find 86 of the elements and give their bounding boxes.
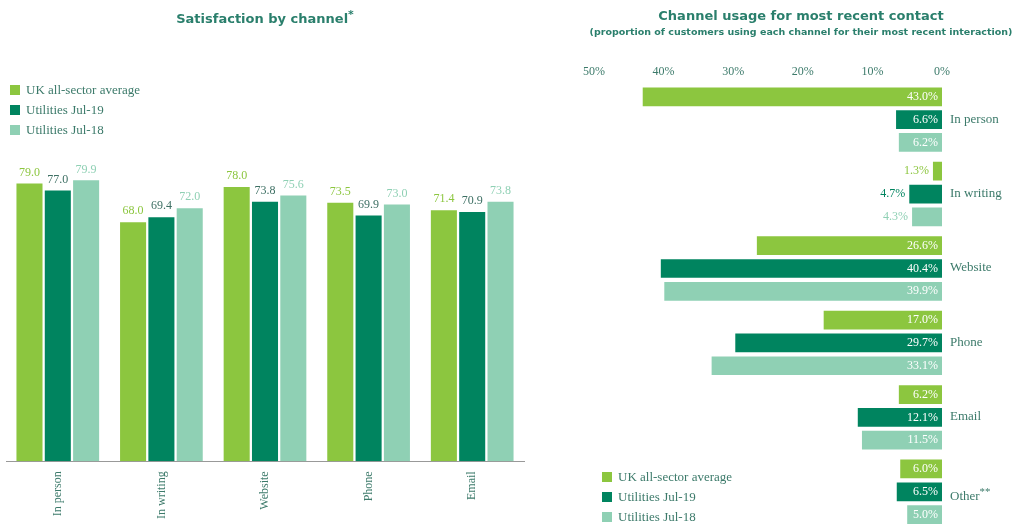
data-label: 6.2% xyxy=(913,134,938,149)
bar xyxy=(909,184,942,204)
bar xyxy=(861,430,942,450)
data-label: 68.0 xyxy=(122,203,144,218)
data-label: 5.0% xyxy=(913,506,938,521)
data-label: 79.9 xyxy=(75,161,97,176)
data-label: 40.4% xyxy=(907,260,938,275)
data-label: 73.0 xyxy=(386,185,408,200)
y-tick-label: Other$^{**}$ xyxy=(950,483,991,504)
bar xyxy=(327,202,354,462)
x-tick-label: Email xyxy=(464,470,479,501)
bar xyxy=(660,259,942,278)
chart-subtitle: (proportion of customers using each channel for their most recent interaction) xyxy=(588,26,1014,37)
legend-label: Utilities Jul-19 xyxy=(26,102,104,118)
data-label: 12.1% xyxy=(907,409,938,424)
bar xyxy=(44,190,71,462)
bar xyxy=(912,207,942,227)
y-tick-label: Email xyxy=(950,408,982,424)
data-label: 79.0 xyxy=(18,164,40,179)
data-label: 6.0% xyxy=(913,461,938,476)
x-tick-label: Website xyxy=(257,471,272,510)
data-label: 4.3% xyxy=(883,209,909,224)
data-label: 73.8 xyxy=(490,182,512,197)
data-label: 69.9 xyxy=(358,196,380,211)
bar xyxy=(73,180,100,462)
y-tick-label: Website xyxy=(950,259,992,275)
bar xyxy=(223,187,250,462)
chart-title: Satisfaction by channel$^{*}$ xyxy=(175,8,355,27)
data-label: 11.5% xyxy=(907,432,938,447)
data-label: 73.8 xyxy=(254,182,276,197)
bar xyxy=(642,87,942,107)
data-label: 26.6% xyxy=(907,237,938,252)
bar xyxy=(487,201,514,462)
y-tick-label: In person xyxy=(950,110,999,126)
x-tick-label: Phone xyxy=(360,471,375,502)
x-tick-label: 10% xyxy=(861,64,884,79)
data-label: 6.5% xyxy=(913,483,938,498)
x-tick-label: 40% xyxy=(652,64,675,79)
legend-label: UK all-sector average xyxy=(618,469,733,485)
legend-label: UK all-sector average xyxy=(26,82,141,98)
bar xyxy=(735,333,942,353)
bar xyxy=(932,161,942,181)
x-tick-label: 20% xyxy=(791,64,814,79)
bar xyxy=(430,210,457,462)
x-tick-label: In person xyxy=(49,471,64,517)
bar xyxy=(280,195,307,462)
data-label: 33.1% xyxy=(907,357,938,372)
bar xyxy=(664,281,942,301)
data-label: 1.3% xyxy=(903,163,929,178)
data-label: 73.5 xyxy=(329,184,351,199)
x-tick-label: In writing xyxy=(153,471,168,520)
legend-label: Utilities Jul-19 xyxy=(618,489,696,505)
legend-label: Utilities Jul-18 xyxy=(26,122,104,138)
bar xyxy=(383,204,410,462)
bar xyxy=(148,217,175,462)
x-tick-label: 0% xyxy=(934,64,950,79)
data-label: 71.4 xyxy=(433,191,455,206)
bar xyxy=(459,212,486,462)
data-label: 75.6 xyxy=(282,176,304,191)
bar xyxy=(120,222,147,462)
x-tick-label: 30% xyxy=(722,64,745,79)
data-label: 69.4 xyxy=(150,198,172,213)
bar xyxy=(16,183,43,462)
bar xyxy=(176,208,203,462)
data-label: 6.6% xyxy=(913,111,938,126)
y-tick-label: In writing xyxy=(950,185,1002,201)
data-label: 78.0 xyxy=(226,168,248,183)
bar xyxy=(756,236,942,256)
data-label: 6.2% xyxy=(913,386,938,401)
data-label: 43.0% xyxy=(907,88,938,103)
data-label: 72.0 xyxy=(179,189,201,204)
legend-label: Utilities Jul-18 xyxy=(618,509,696,525)
bar xyxy=(251,201,279,462)
x-tick-label: 50% xyxy=(583,64,605,79)
data-label: 4.7% xyxy=(880,186,906,201)
bar xyxy=(857,407,942,427)
y-tick-label: Phone xyxy=(950,333,983,349)
data-label: 29.7% xyxy=(907,335,938,350)
data-label: 70.9 xyxy=(461,193,483,208)
bar xyxy=(355,215,382,462)
bar xyxy=(711,356,942,376)
data-label: 17.0% xyxy=(907,312,938,327)
data-label: 77.0 xyxy=(47,171,69,186)
bar xyxy=(823,310,942,330)
data-label: 39.9% xyxy=(907,283,938,298)
chart-title: Channel usage for most recent contact xyxy=(657,8,945,23)
